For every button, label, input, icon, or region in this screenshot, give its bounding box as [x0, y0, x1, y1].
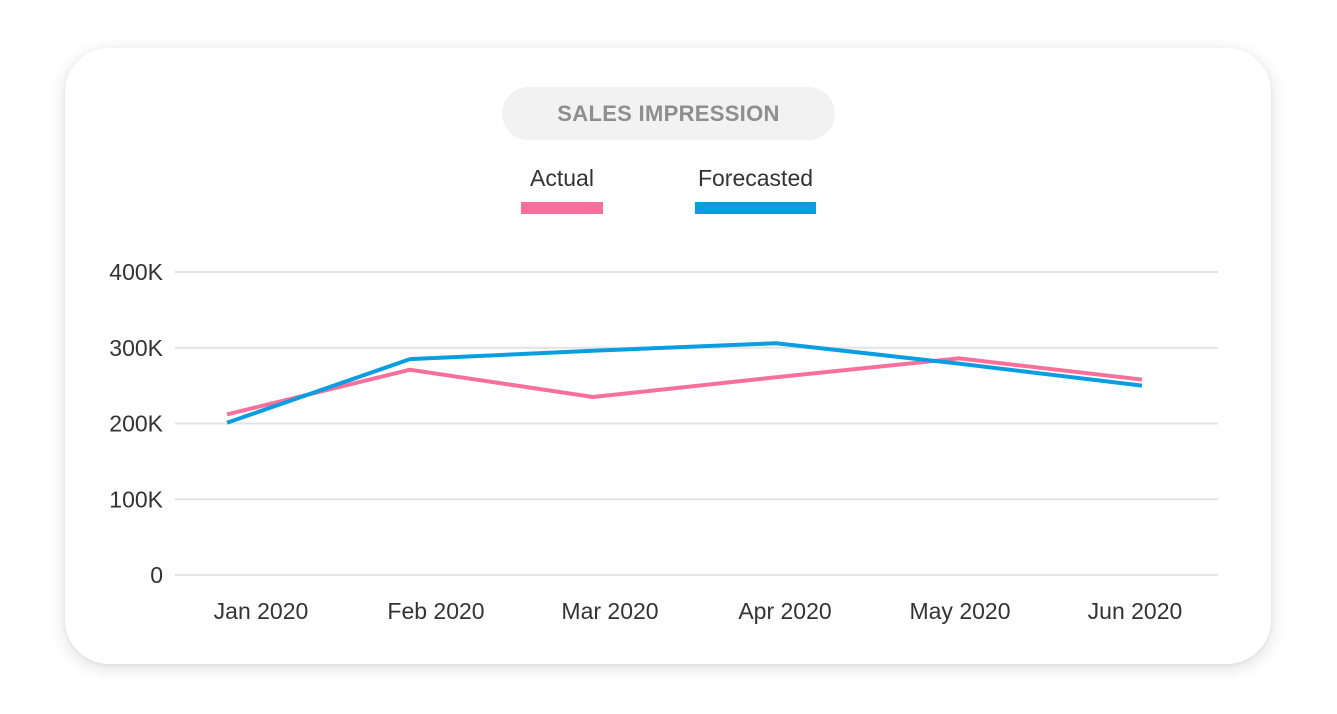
x-tick-label: Mar 2020 — [561, 598, 658, 624]
y-tick-label: 200K — [109, 411, 163, 437]
legend-item-forecasted[interactable]: Forecasted — [695, 164, 816, 214]
x-tick-label: May 2020 — [909, 598, 1010, 624]
y-tick-label: 300K — [109, 335, 163, 361]
legend-item-actual[interactable]: Actual — [521, 164, 603, 214]
x-tick-label: Jun 2020 — [1088, 598, 1183, 624]
legend-label-forecasted: Forecasted — [697, 165, 814, 191]
legend-swatch-actual — [521, 202, 603, 214]
y-tick-label: 400K — [109, 259, 163, 285]
x-tick-label: Jan 2020 — [214, 598, 309, 624]
series-line-forecasted[interactable] — [226, 341, 1143, 425]
y-axis-tick-labels: 0 100K 200K 300K 400K — [109, 259, 163, 588]
chart-card — [65, 48, 1271, 664]
x-axis-tick-labels: Jan 2020 Feb 2020 Mar 2020 Apr 2020 May 2020… — [214, 598, 1183, 624]
series-lines — [226, 341, 1143, 425]
chart-title: SALES IMPRESSION — [557, 100, 780, 126]
series-line-actual[interactable] — [226, 356, 1143, 417]
legend-swatch-forecasted — [695, 202, 816, 214]
legend-label-actual: Actual — [530, 165, 594, 191]
y-tick-label: 100K — [109, 486, 163, 512]
x-tick-label: Apr 2020 — [738, 598, 831, 624]
grid-lines — [175, 271, 1218, 576]
x-tick-label: Feb 2020 — [387, 598, 484, 624]
y-tick-label: 0 — [150, 562, 163, 588]
chart-title-pill: SALES IMPRESSION — [502, 87, 835, 140]
